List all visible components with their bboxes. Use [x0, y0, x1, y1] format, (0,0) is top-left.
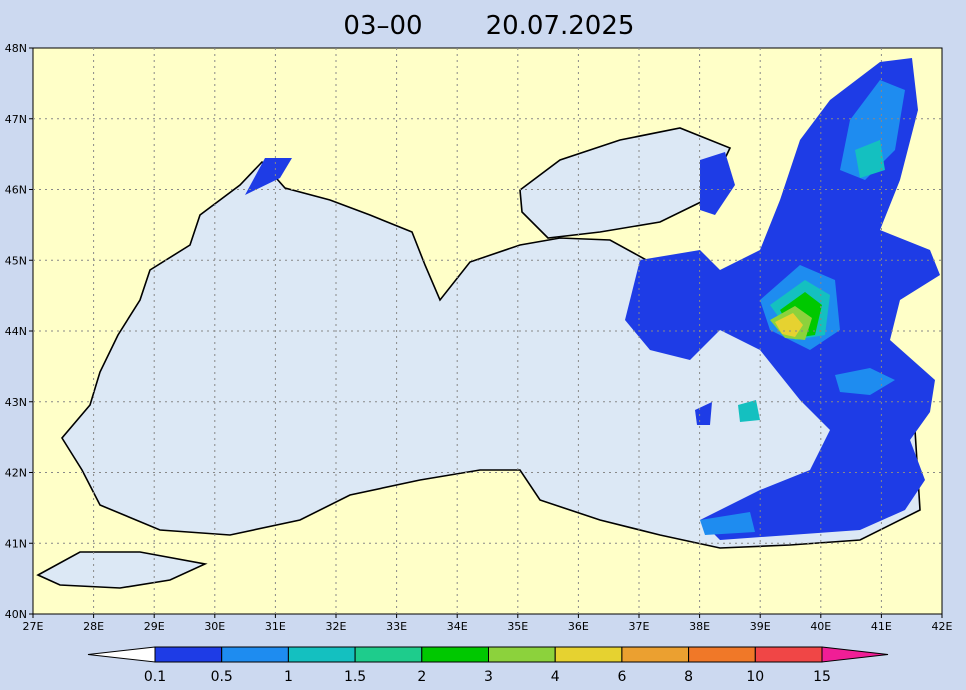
lon-label: 39E — [750, 620, 771, 633]
lon-label: 42E — [932, 620, 953, 633]
lon-label: 38E — [689, 620, 710, 633]
lon-label: 28E — [83, 620, 104, 633]
colorbar-label: 4 — [551, 669, 560, 685]
colorbar-label: 10 — [746, 669, 764, 685]
colorbar-segment — [688, 646, 756, 663]
colorbar-segment — [621, 646, 690, 663]
lat-label: 40N — [5, 608, 27, 621]
colorbar-segment — [354, 646, 423, 663]
lat-label: 47N — [5, 113, 27, 126]
colorbar-label: 3 — [484, 669, 493, 685]
colorbar-label: 1 — [284, 669, 293, 685]
lat-label: 42N — [5, 467, 27, 480]
lon-label: 34E — [447, 620, 468, 633]
lat-label: 43N — [5, 396, 27, 409]
lon-label: 29E — [144, 620, 165, 633]
colorbar-segment — [287, 646, 356, 663]
lon-label: 37E — [629, 620, 650, 633]
lon-label: 40E — [810, 620, 831, 633]
lat-label: 44N — [5, 325, 27, 338]
lat-label: 45N — [5, 254, 27, 267]
lon-label: 33E — [386, 620, 407, 633]
lon-label: 35E — [507, 620, 528, 633]
colorbar-segment — [154, 646, 223, 663]
colorbar-label: 2 — [417, 669, 426, 685]
lon-label: 31E — [265, 620, 286, 633]
sea — [36, 127, 921, 589]
colorbar-segment — [421, 646, 489, 663]
title-time: 03–00 — [343, 11, 422, 41]
lat-label: 48N — [5, 42, 27, 55]
lon-label: 41E — [871, 620, 892, 633]
lon-label: 36E — [568, 620, 589, 633]
colorbar-label: 1.5 — [344, 669, 366, 685]
colorbar-arrow — [87, 646, 156, 663]
lon-label: 32E — [326, 620, 347, 633]
title-date: 20.07.2025 — [486, 11, 635, 41]
colorbar-segment — [221, 646, 289, 663]
colorbar: 0.1 0.5 1 1.5 2 3 4 6 8 10 15 — [87, 646, 889, 685]
colorbar-label: 6 — [617, 669, 626, 685]
colorbar-label: 0.1 — [144, 669, 166, 685]
lat-label: 41N — [5, 537, 27, 550]
lon-label: 27E — [23, 620, 44, 633]
colorbar-segment — [754, 646, 823, 663]
lat-label: 46N — [5, 184, 27, 197]
colorbar-segment — [554, 646, 623, 663]
colorbar-label: 0.5 — [211, 669, 233, 685]
colorbar-label: 15 — [813, 669, 831, 685]
colorbar-segment — [488, 646, 556, 663]
colorbar-label: 8 — [684, 669, 693, 685]
colorbar-arrow — [821, 646, 889, 663]
precipitation — [245, 58, 940, 540]
lon-label: 30E — [204, 620, 225, 633]
